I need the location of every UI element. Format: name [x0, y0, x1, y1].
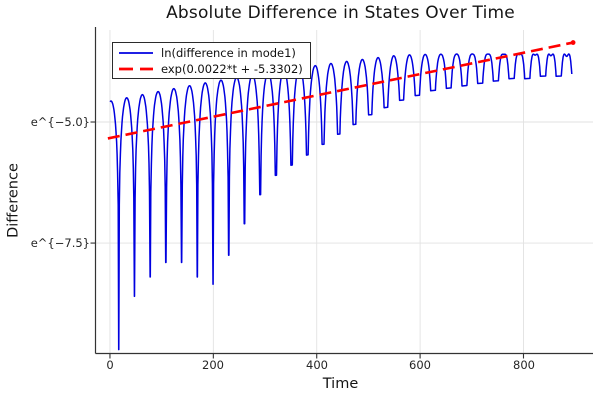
y-axis-label: Difference: [5, 163, 22, 238]
legend-item-fit: exp(0.0022*t + -5.3302): [118, 61, 306, 77]
difference-series-line: [109, 53, 573, 351]
legend-label-fit: exp(0.0022*t + -5.3302): [161, 61, 303, 76]
legend: ln(difference in mode1) exp(0.0022*t + -…: [112, 42, 311, 79]
legend-label-difference: ln(difference in mode1): [161, 45, 296, 60]
y-tick-label-e-7-5: e^{−7.5}: [30, 236, 90, 250]
legend-item-difference: ln(difference in mode1): [118, 45, 306, 61]
x-tick-label-0: 0: [106, 358, 114, 372]
x-tick-label-200: 200: [202, 358, 224, 372]
trend-end-marker: [570, 40, 576, 45]
x-tick-label-400: 400: [306, 358, 328, 372]
legend-line-solid-icon: [119, 51, 153, 54]
chart-title: Absolute Difference in States Over Time: [166, 3, 515, 23]
y-tick-label-e-5: e^{−5.0}: [30, 115, 90, 129]
x-tick-label-600: 600: [409, 358, 431, 372]
trend-fit-line: [107, 41, 574, 140]
x-tick-label-800: 800: [513, 358, 535, 372]
legend-line-dashed-icon: [119, 67, 153, 70]
x-axis-label: Time: [322, 376, 359, 392]
